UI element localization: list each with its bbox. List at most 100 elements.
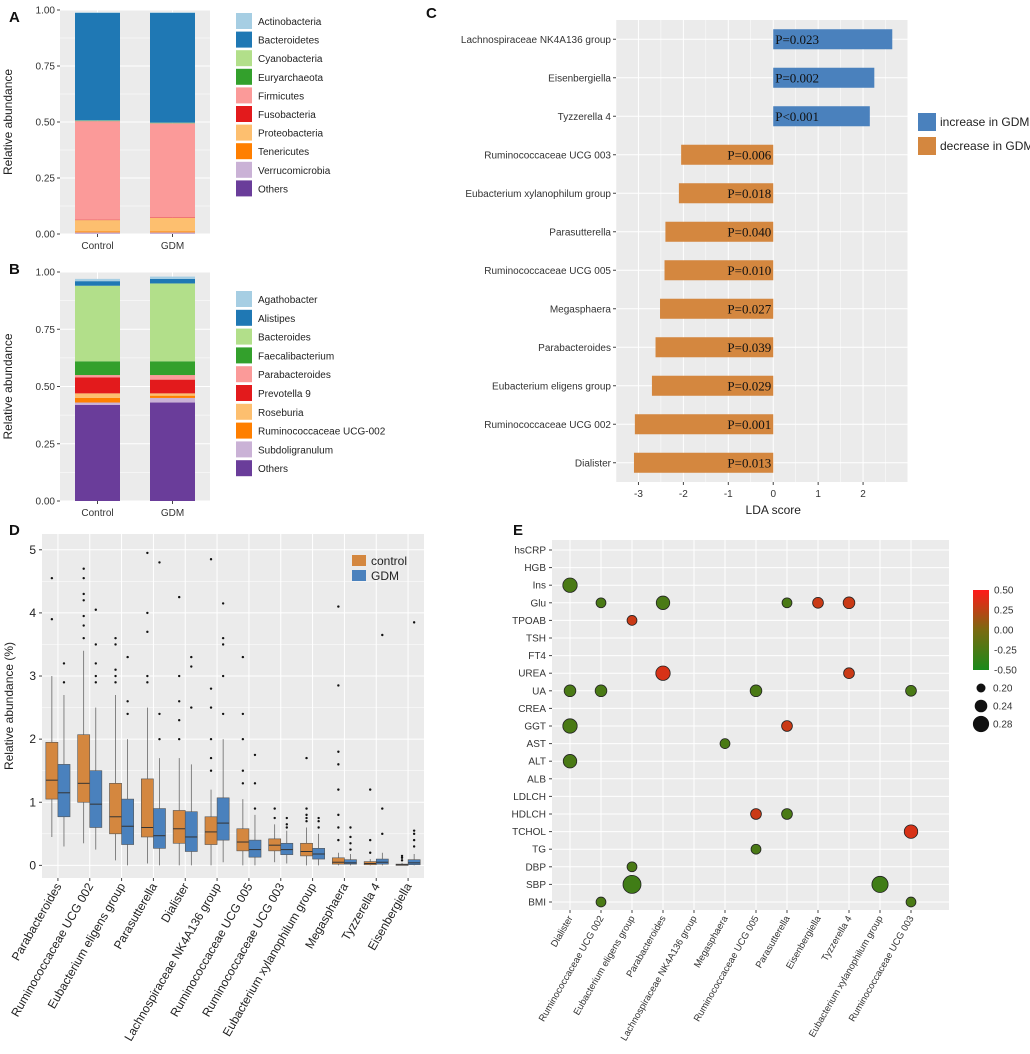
y-tick-label: 0.50 — [36, 382, 56, 393]
outlier-point — [209, 756, 213, 760]
correlation-point — [595, 597, 607, 609]
outlier-point — [94, 608, 97, 611]
outlier-point — [349, 835, 352, 839]
outlier-point — [412, 621, 416, 624]
outlier-point — [178, 737, 181, 741]
legend-swatch — [236, 347, 252, 364]
lda-bar — [651, 375, 774, 396]
y-tick-label: TSH — [526, 634, 546, 645]
legend-label: Agathobacter — [258, 295, 318, 306]
box — [172, 810, 186, 844]
outlier-point — [381, 832, 384, 836]
lda-bar — [633, 452, 774, 473]
x-tick-label: -3 — [634, 489, 643, 500]
outlier-point — [190, 706, 193, 709]
p-value-label: P=0.001 — [727, 417, 771, 432]
correlation-point — [655, 665, 671, 681]
correlation-point — [781, 597, 793, 609]
legend-label: Others — [258, 184, 288, 195]
y-tick-label: Lachnospiraceae NK4A136 group — [461, 35, 612, 46]
x-tick-label: Control — [81, 241, 113, 252]
legend-swatch — [236, 31, 252, 48]
legend-label: Bacteroides — [258, 333, 311, 344]
bar-segment — [150, 397, 195, 403]
plot-background — [616, 20, 908, 482]
box — [89, 770, 103, 828]
y-tick-label: 0.75 — [36, 62, 56, 73]
outlier-point — [190, 655, 193, 659]
x-tick-label: GDM — [161, 241, 184, 252]
outlier-point — [253, 753, 257, 757]
outlier-point — [114, 636, 117, 640]
box — [184, 811, 198, 852]
box — [141, 778, 154, 838]
legend-label: control — [371, 554, 407, 568]
legend-swatch — [918, 137, 936, 155]
x-tick-label: Tyzzerella 4 — [820, 914, 855, 963]
correlation-point — [750, 843, 762, 855]
y-tick-label: GGT — [524, 722, 546, 733]
p-value-label: P=0.039 — [727, 340, 771, 355]
legend-swatch — [918, 113, 936, 131]
outlier-point — [241, 712, 245, 716]
outlier-point — [381, 633, 384, 637]
lda-bar — [634, 414, 774, 435]
outlier-point — [337, 826, 340, 829]
outlier-point — [82, 567, 85, 570]
legend-swatch — [236, 422, 252, 439]
outlier-point — [178, 674, 181, 678]
size-legend-label: 0.28 — [993, 720, 1013, 731]
bar-segment — [150, 278, 195, 284]
outlier-point — [369, 838, 372, 842]
correlation-point — [595, 896, 607, 908]
legend-swatch — [352, 570, 366, 581]
outlier-point — [337, 763, 340, 766]
p-value-label: P=0.040 — [727, 224, 771, 239]
outlier-point — [412, 832, 416, 836]
box — [77, 734, 91, 803]
box — [216, 797, 230, 841]
y-axis-title: Relative abundance — [1, 69, 15, 175]
correlation-point — [781, 720, 793, 732]
y-tick-label: Eubacterium xylanophilum group — [465, 189, 611, 200]
bar-segment — [150, 217, 195, 232]
colorbar-tick-label: -0.25 — [994, 646, 1017, 657]
outlier-point — [82, 592, 85, 596]
bar-segment — [75, 377, 120, 394]
lda-bar — [660, 298, 774, 319]
x-tick-label: -2 — [679, 489, 688, 500]
size-legend-point — [976, 683, 986, 693]
outlier-point — [253, 807, 257, 810]
legend-label: Bacteroidetes — [258, 36, 319, 47]
outlier-point — [221, 643, 225, 646]
y-axis-title: Relative abundance (%) — [2, 642, 16, 770]
bar-segment — [75, 12, 120, 121]
bar-segment — [150, 232, 195, 234]
outlier-point — [209, 558, 213, 561]
bar-segment — [150, 12, 195, 13]
panel-label: D — [9, 522, 20, 539]
outlier-point — [412, 829, 416, 832]
colorbar-tick-label: 0.50 — [994, 586, 1014, 597]
lda-bar — [678, 183, 774, 204]
y-tick-label: 1.00 — [36, 268, 56, 279]
y-tick-label: 0.00 — [36, 497, 56, 508]
plot-background — [552, 540, 949, 910]
p-value-label: P=0.023 — [775, 32, 819, 47]
outlier-point — [400, 854, 404, 858]
colorbar-tick-label: 0.00 — [994, 626, 1014, 637]
outlier-point — [94, 681, 97, 684]
p-value-label: P=0.010 — [727, 263, 771, 278]
box — [375, 858, 389, 865]
outlier-point — [146, 674, 149, 678]
y-tick-label: HDLCH — [512, 810, 546, 821]
y-tick-label: Glu — [530, 598, 546, 609]
y-tick-label: Ruminococcaceae UCG 003 — [484, 150, 611, 161]
legend-label: Actinobacteria — [258, 17, 322, 28]
outlier-point — [94, 643, 97, 646]
correlation-point — [562, 754, 578, 769]
x-axis-title: LDA score — [746, 503, 802, 517]
outlier-point — [146, 611, 149, 615]
y-tick-label: 3 — [29, 669, 36, 683]
outlier-point — [114, 643, 117, 646]
